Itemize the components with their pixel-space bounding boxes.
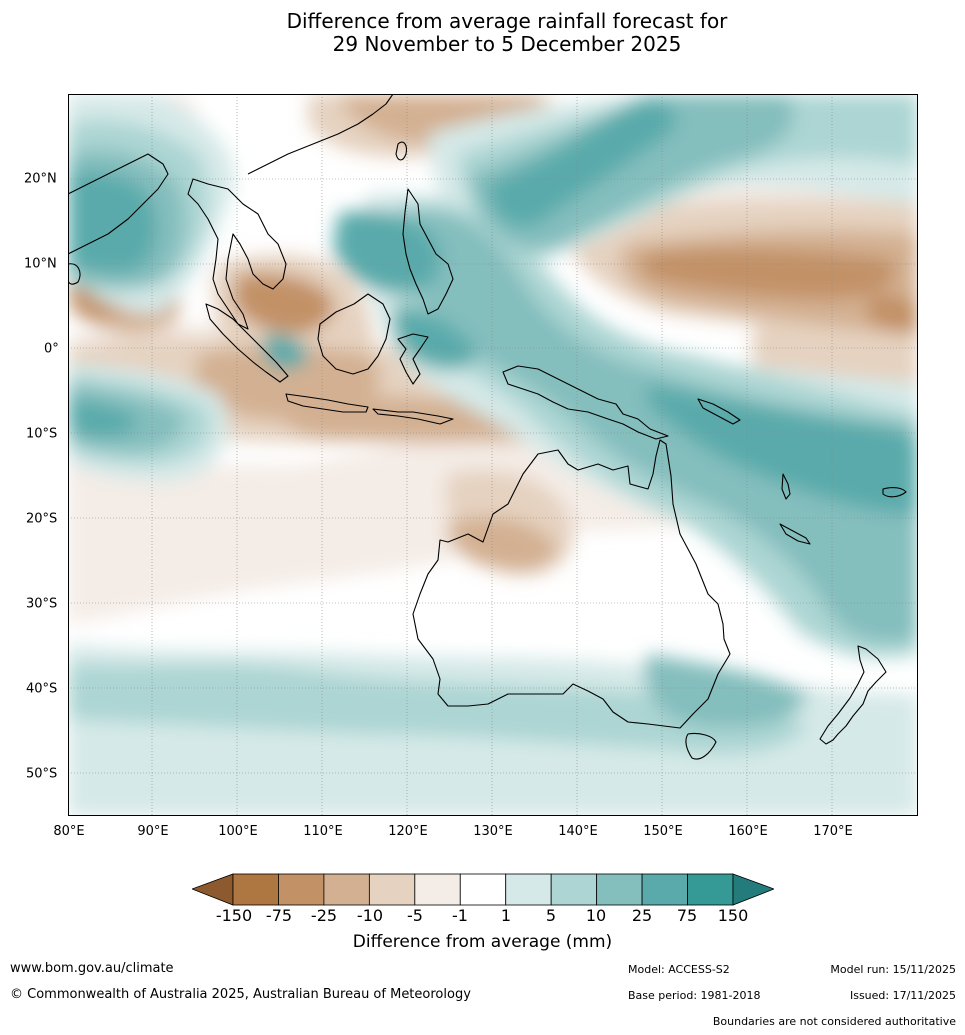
colorbar-tick-label: -5	[407, 906, 423, 925]
colorbar-segment	[596, 873, 643, 906]
colorbar-tick-label: -25	[310, 906, 338, 925]
coastline-lesser-sunda	[372, 408, 454, 425]
lat-label-10n: 10°N	[24, 256, 57, 272]
lat-label-equator: 0°	[44, 341, 59, 357]
coastline-vanuatu	[781, 473, 791, 500]
dry-area-dark	[868, 294, 918, 334]
colorbar-segment	[550, 873, 598, 906]
lon-label-170e: 170°E	[813, 824, 853, 839]
lon-label-150e: 150°E	[643, 824, 683, 839]
lon-label-140e: 140°E	[558, 824, 598, 839]
lon-label-130e: 130°E	[473, 824, 513, 839]
rainfall-map	[68, 94, 918, 816]
coastline-new-guinea	[502, 365, 669, 440]
colorbar-tick-label: -1	[452, 906, 468, 925]
colorbar-tick-label: 150	[717, 906, 749, 925]
colorbar-segment	[505, 873, 552, 906]
coastline-tasmania	[685, 732, 717, 760]
wet-area-teal-dark	[68, 399, 138, 438]
colorbar-tick-label: 25	[631, 906, 653, 925]
colorbar-segment	[414, 873, 461, 906]
colorbar-title: Difference from average (mm)	[352, 932, 613, 952]
colorbar-tick-label: 1	[500, 906, 512, 925]
lat-label-40s: 40°S	[26, 681, 58, 697]
colorbar-segments	[232, 873, 734, 906]
lon-label-100e: 100°E	[218, 824, 258, 839]
coastline-indochina	[187, 178, 287, 330]
colorbar-tick-label: 5	[545, 906, 557, 925]
colorbar-segment	[641, 873, 688, 906]
coastline-taiwan	[395, 141, 407, 161]
footer-base-period: Base period: 1981-2018	[628, 989, 761, 1002]
colorbar-extend-high	[732, 873, 774, 906]
colorbar-segment	[232, 873, 279, 906]
coastline-solomon-islands	[697, 398, 741, 425]
coastline-china	[247, 94, 394, 175]
footer-model-run: Model run: 15/11/2025	[830, 963, 956, 976]
coastlines	[68, 94, 907, 760]
colorbar-segment	[323, 873, 370, 906]
colorbar-tick-label: -150	[215, 906, 253, 925]
wet-area-teal-dark	[648, 384, 918, 514]
coastline-java	[285, 393, 369, 413]
colorbar-segment	[459, 873, 507, 906]
wet-area-teal-medium	[644, 654, 808, 728]
colorbar-tick-label: -75	[265, 906, 293, 925]
coastline-india	[68, 153, 169, 255]
lat-label-10s: 10°S	[26, 426, 58, 442]
title-line-2: 29 November to 5 December 2025	[332, 32, 682, 56]
colorbar-tick-label: -10	[356, 906, 384, 925]
coastline-new-zealand	[819, 645, 887, 745]
lat-label-50s: 50°S	[26, 766, 58, 782]
coastline-philippines	[402, 188, 454, 315]
map-title: Difference from average rainfall forecas…	[0, 10, 965, 56]
coastline-australia	[412, 439, 731, 729]
footer-issued: Issued: 17/11/2025	[849, 989, 956, 1002]
footer-model: Model: ACCESS-S2	[628, 963, 730, 976]
lat-label-30s: 30°S	[26, 596, 58, 612]
colorbar-tick-label: 10	[585, 906, 607, 925]
colorbar-tick-label: 75	[676, 906, 698, 925]
lon-label-110e: 110°E	[303, 824, 343, 839]
wet-area-teal-medium	[404, 211, 918, 642]
lon-label-160e: 160°E	[728, 824, 768, 839]
lon-label-120e: 120°E	[388, 824, 428, 839]
wet-area-teal-dark	[68, 172, 157, 273]
coastline-fiji	[882, 487, 907, 498]
graticule	[68, 94, 918, 816]
rainfall-anomaly-field	[68, 94, 918, 816]
colorbar-segment	[368, 873, 416, 906]
wet-area-teal-dark	[333, 210, 441, 294]
colorbar-segment	[687, 873, 734, 906]
lon-label-90e: 90°E	[137, 824, 169, 839]
lon-label-80e: 80°E	[53, 824, 85, 839]
colorbar-extend-low	[192, 873, 234, 906]
title-line-1: Difference from average rainfall forecas…	[286, 9, 728, 33]
wet-area-teal-light	[68, 664, 808, 754]
coastline-sumatra	[205, 303, 289, 383]
coastline-borneo	[317, 293, 391, 375]
dry-area-dark	[233, 272, 334, 334]
dry-area-medium	[447, 517, 558, 571]
footer-url: www.bom.gov.au/climate	[10, 961, 174, 976]
coastline-sulawesi	[397, 333, 429, 385]
coastline-new-caledonia	[779, 523, 811, 545]
lat-label-20s: 20°S	[26, 511, 58, 527]
map-frame	[68, 94, 918, 816]
wet-area-teal-dark	[488, 101, 676, 227]
wet-area-teal-dark	[393, 304, 478, 370]
footer-copyright: © Commonwealth of Australia 2025, Austra…	[10, 987, 471, 1002]
colorbar-segment	[278, 873, 325, 906]
lat-label-20n: 20°N	[24, 171, 57, 187]
colorbar	[192, 873, 774, 906]
footer-disclaimer: Boundaries are not considered authoritat…	[712, 1015, 956, 1028]
